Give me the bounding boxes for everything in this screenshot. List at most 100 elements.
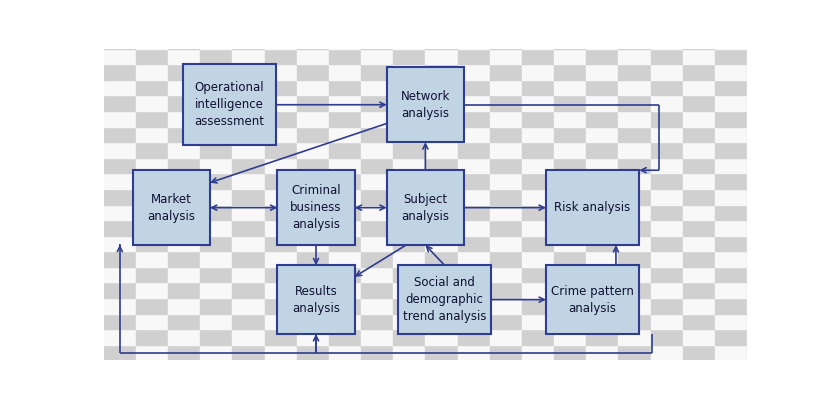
Bar: [522, 173, 554, 189]
Text: Subject
analysis: Subject analysis: [402, 193, 449, 223]
Bar: [200, 96, 232, 111]
Bar: [779, 80, 812, 96]
Bar: [715, 142, 747, 158]
Bar: [200, 313, 232, 329]
Bar: [200, 33, 232, 49]
Bar: [651, 236, 683, 251]
Bar: [426, 251, 457, 267]
Text: Social and
demographic
trend analysis: Social and demographic trend analysis: [403, 276, 486, 323]
Bar: [104, 283, 136, 298]
Bar: [457, 126, 490, 142]
Bar: [232, 33, 265, 49]
Bar: [168, 158, 200, 173]
Bar: [457, 158, 490, 173]
Bar: [168, 142, 200, 158]
Bar: [265, 267, 297, 283]
Bar: [715, 283, 747, 298]
Bar: [136, 313, 168, 329]
Bar: [361, 96, 393, 111]
Bar: [200, 251, 232, 267]
Bar: [618, 80, 651, 96]
Bar: [554, 267, 586, 283]
Bar: [554, 173, 586, 189]
Bar: [104, 33, 136, 49]
Bar: [586, 80, 618, 96]
Bar: [682, 345, 715, 360]
Bar: [586, 96, 618, 111]
Bar: [361, 313, 393, 329]
Bar: [490, 189, 522, 205]
Bar: [715, 298, 747, 313]
Bar: [682, 236, 715, 251]
Bar: [361, 189, 393, 205]
Bar: [586, 345, 618, 360]
Bar: [779, 251, 812, 267]
Bar: [715, 329, 747, 345]
Bar: [522, 111, 554, 126]
Bar: [779, 298, 812, 313]
Bar: [104, 329, 136, 345]
Bar: [168, 220, 200, 236]
Bar: [586, 251, 618, 267]
Bar: [361, 283, 393, 298]
Bar: [457, 283, 490, 298]
Bar: [393, 236, 426, 251]
Bar: [265, 158, 297, 173]
Bar: [715, 49, 747, 64]
Bar: [297, 126, 329, 142]
Bar: [136, 236, 168, 251]
Bar: [232, 329, 265, 345]
Bar: [329, 345, 361, 360]
Bar: [168, 173, 200, 189]
Bar: [522, 345, 554, 360]
Bar: [104, 142, 136, 158]
Bar: [232, 267, 265, 283]
Bar: [329, 111, 361, 126]
Bar: [651, 49, 683, 64]
Bar: [457, 33, 490, 49]
Bar: [522, 17, 554, 33]
Bar: [200, 329, 232, 345]
Bar: [779, 64, 812, 80]
Bar: [618, 251, 651, 267]
Bar: [779, 17, 812, 33]
Bar: [329, 283, 361, 298]
Bar: [426, 313, 457, 329]
Text: Results
analysis: Results analysis: [292, 285, 340, 315]
Bar: [522, 49, 554, 64]
Bar: [200, 64, 232, 80]
Bar: [361, 142, 393, 158]
Bar: [265, 313, 297, 329]
Bar: [104, 205, 136, 220]
Bar: [651, 17, 683, 33]
Bar: [682, 251, 715, 267]
Bar: [297, 173, 329, 189]
Bar: [457, 220, 490, 236]
Bar: [168, 80, 200, 96]
Bar: [618, 49, 651, 64]
Bar: [168, 96, 200, 111]
Bar: [747, 64, 779, 80]
Bar: [265, 33, 297, 49]
Bar: [522, 33, 554, 49]
Bar: [586, 173, 618, 189]
Bar: [265, 236, 297, 251]
Bar: [522, 329, 554, 345]
Bar: [232, 205, 265, 220]
Bar: [554, 298, 586, 313]
Bar: [104, 64, 136, 80]
Bar: [586, 64, 618, 80]
Bar: [682, 96, 715, 111]
Bar: [104, 96, 136, 111]
Bar: [297, 111, 329, 126]
Bar: [747, 220, 779, 236]
Bar: [490, 64, 522, 80]
Bar: [747, 80, 779, 96]
Bar: [104, 345, 136, 360]
Bar: [265, 64, 297, 80]
Bar: [618, 158, 651, 173]
Bar: [297, 17, 329, 33]
Bar: [232, 173, 265, 189]
Bar: [136, 283, 168, 298]
Bar: [232, 126, 265, 142]
